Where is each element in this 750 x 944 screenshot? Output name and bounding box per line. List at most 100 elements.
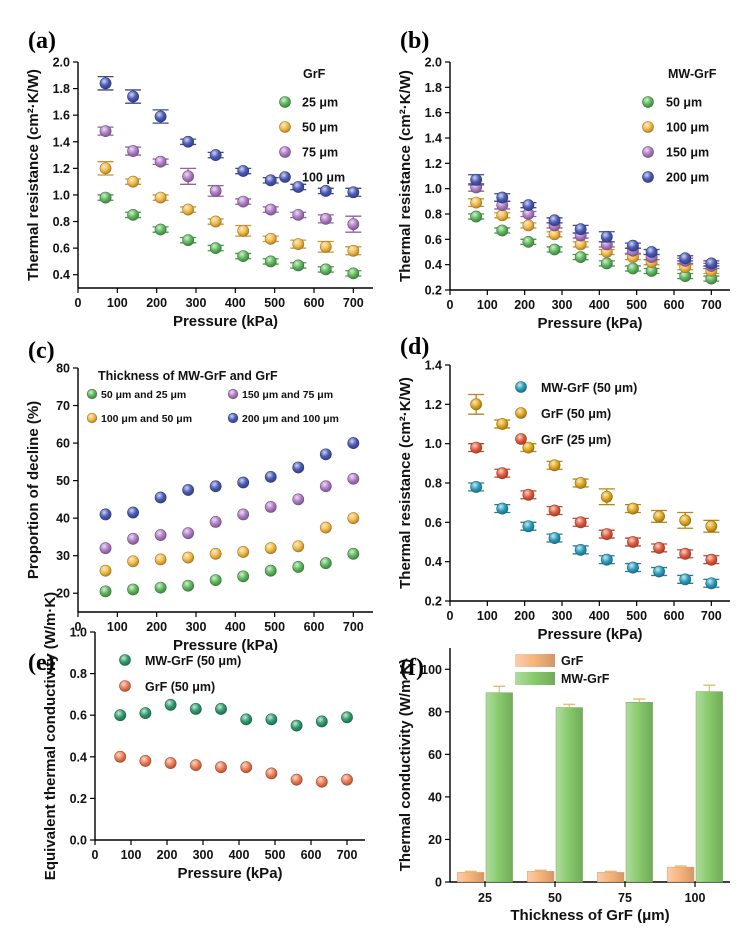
data-point xyxy=(496,224,509,237)
data-point xyxy=(237,476,250,489)
data-point xyxy=(496,191,509,204)
legend-marker xyxy=(119,680,131,692)
data-point xyxy=(209,516,222,528)
y-tick-label: 1.0 xyxy=(425,182,442,196)
data-point xyxy=(522,235,535,248)
data-point xyxy=(99,162,112,175)
data-point xyxy=(705,257,718,270)
data-point xyxy=(347,186,360,199)
x-tick-label: 500 xyxy=(626,298,647,312)
legend-title: GrF xyxy=(303,67,326,81)
x-tick-label: 500 xyxy=(265,848,286,862)
y-tick-label: 70 xyxy=(56,399,70,413)
x-tick-label: 100 xyxy=(477,609,498,623)
legend-label: 50 μm xyxy=(302,121,338,135)
data-point xyxy=(347,547,360,560)
y-axis-title: Thermal resistance (cm²·K/W) xyxy=(397,377,414,589)
x-axis-title: Pressure (kPa) xyxy=(173,637,278,654)
y-tick-label: 0.4 xyxy=(425,555,442,569)
data-point xyxy=(237,508,250,521)
legend-label: 50 μm xyxy=(666,96,702,110)
x-tick-label: 200 xyxy=(146,620,167,634)
data-point xyxy=(292,238,305,251)
y-axis-title: Thermal resistance (cm²·K/W) xyxy=(25,69,42,281)
data-point xyxy=(319,185,332,197)
data-point xyxy=(189,703,202,715)
x-tick-label: 100 xyxy=(121,848,142,862)
panel-label-b: (b) xyxy=(400,28,429,54)
x-tick-label: 100 xyxy=(107,296,128,310)
panel-label-a: (a) xyxy=(28,28,56,54)
panel-d: (d) 0.2 0.4 0.6 0.8 1.0 1.2 1.4 0 100 200 300 400 500… xyxy=(397,334,730,643)
data-point xyxy=(319,521,332,534)
data-point xyxy=(347,267,360,280)
y-tick-label: 0.4 xyxy=(70,750,87,764)
data-point xyxy=(627,239,639,252)
y-tick-label: 0.4 xyxy=(53,268,70,282)
data-point xyxy=(548,243,561,256)
data-point xyxy=(600,230,613,243)
x-tick-label: 100 xyxy=(685,891,706,905)
data-point xyxy=(154,491,167,504)
data-point xyxy=(99,508,112,521)
legend-marker xyxy=(642,146,654,158)
data-point xyxy=(265,767,278,780)
data-point xyxy=(164,757,177,769)
panel-label-f: (f) xyxy=(400,655,424,681)
legend-label: 100 μm and 50 μm xyxy=(101,413,192,425)
legend-label: MW-GrF (50 μm) xyxy=(541,381,637,395)
data-point xyxy=(319,480,332,493)
legend-label: 50 μm and 25 μm xyxy=(101,389,186,401)
legend-label: GrF (50 μm) xyxy=(145,680,215,694)
bar-mw-grf xyxy=(695,691,723,883)
data-point xyxy=(319,448,332,461)
y-tick-label: 1.6 xyxy=(425,106,442,120)
legend-label: 100 μm xyxy=(302,171,345,185)
y-tick-label: 0.2 xyxy=(425,284,442,298)
y-tick-label: 100 xyxy=(421,663,442,677)
data-point xyxy=(127,175,139,188)
data-point xyxy=(265,713,278,726)
data-point xyxy=(264,232,277,245)
x-tick-label: 300 xyxy=(552,609,573,623)
x-tick-label: 700 xyxy=(701,298,722,312)
data-point xyxy=(290,773,303,786)
x-axis-title: Pressure (kPa) xyxy=(537,626,642,643)
data-point xyxy=(240,713,253,726)
x-axis-title: Pressure (kPa) xyxy=(177,865,282,882)
legend-marker xyxy=(642,171,654,183)
x-tick-label: 0 xyxy=(75,296,82,310)
data-point xyxy=(182,527,195,540)
bar-mw-grf xyxy=(485,692,513,883)
panel-b: (b) 0.2 0.4 0.6 0.8 1.0 1.2 1.4 1.6 1.8 2.0 0 100 200… xyxy=(397,28,730,332)
x-tick-label: 400 xyxy=(225,296,246,310)
data-point xyxy=(347,437,360,449)
x-tick-label: 500 xyxy=(626,609,647,623)
data-point xyxy=(574,477,587,489)
data-point xyxy=(237,570,250,583)
y-tick-label: 0.6 xyxy=(53,242,70,256)
x-tick-label: 700 xyxy=(343,296,364,310)
legend-label: 75 μm xyxy=(302,146,338,160)
x-tick-label: 600 xyxy=(304,296,325,310)
data-point xyxy=(264,542,277,555)
data-point xyxy=(209,574,222,586)
legend-label: MW-GrF (50 μm) xyxy=(145,654,241,668)
bar-grf xyxy=(597,872,625,883)
y-axis-title: Thermal conductivity (W/m·K) xyxy=(397,659,414,872)
data-point xyxy=(127,555,139,568)
data-point xyxy=(319,212,332,225)
legend-label: MW-GrF xyxy=(561,672,610,686)
data-point xyxy=(99,542,112,555)
x-tick-label: 100 xyxy=(477,298,498,312)
legend-label: GrF xyxy=(561,654,584,668)
data-point xyxy=(496,418,509,430)
data-point xyxy=(627,536,639,548)
y-tick-label: 0.2 xyxy=(425,595,442,609)
legend-marker xyxy=(227,388,239,400)
legend-marker xyxy=(279,121,291,133)
legend-title: MW-GrF xyxy=(668,67,717,81)
data-point xyxy=(264,564,277,577)
data-point xyxy=(347,472,360,485)
